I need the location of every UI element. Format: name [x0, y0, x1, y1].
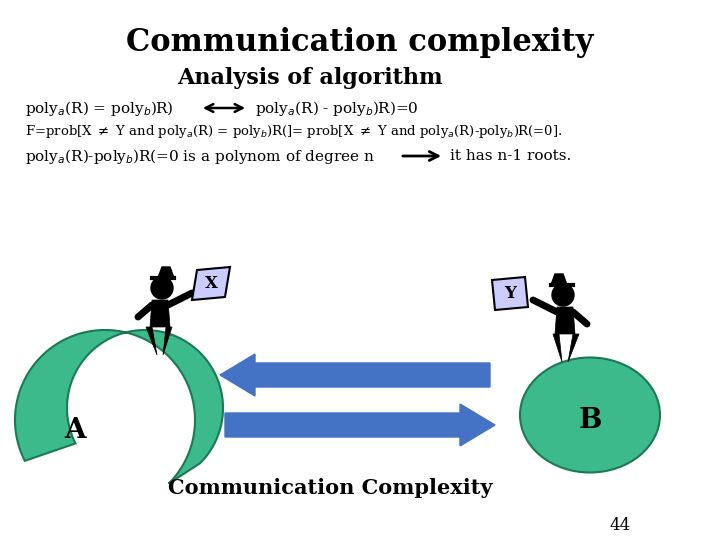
Polygon shape [553, 334, 562, 362]
Text: 44: 44 [609, 516, 631, 534]
Text: Communication complexity: Communication complexity [126, 26, 594, 57]
Text: poly$_a$(R) - poly$_b$)R)=0: poly$_a$(R) - poly$_b$)R)=0 [255, 98, 418, 118]
Polygon shape [146, 327, 157, 355]
Text: A: A [64, 416, 86, 443]
Polygon shape [492, 277, 528, 310]
Polygon shape [15, 330, 223, 484]
Polygon shape [163, 327, 172, 355]
Text: Y: Y [504, 286, 516, 302]
Circle shape [151, 277, 173, 299]
Text: F=prob[X $\neq$ Y and poly$_a$(R) = poly$_b$)R(]= prob[X $\neq$ Y and poly$_a$(R: F=prob[X $\neq$ Y and poly$_a$(R) = poly… [25, 124, 562, 140]
Text: it has n-1 roots.: it has n-1 roots. [450, 149, 571, 163]
Text: Communication Complexity: Communication Complexity [168, 478, 492, 498]
Polygon shape [192, 267, 230, 300]
FancyArrow shape [225, 404, 495, 446]
Polygon shape [551, 274, 567, 285]
Polygon shape [555, 307, 575, 334]
Circle shape [552, 284, 574, 306]
Polygon shape [150, 300, 170, 327]
Text: poly$_a$(R)-poly$_b$)R(=0 is a polynom of degree n: poly$_a$(R)-poly$_b$)R(=0 is a polynom o… [25, 146, 375, 165]
Text: B: B [578, 407, 602, 434]
FancyArrow shape [220, 354, 490, 396]
Text: Analysis of algorithm: Analysis of algorithm [177, 67, 443, 89]
Polygon shape [158, 267, 174, 278]
Polygon shape [568, 334, 579, 362]
Text: poly$_a$(R) = poly$_b$)R): poly$_a$(R) = poly$_b$)R) [25, 98, 174, 118]
Ellipse shape [520, 357, 660, 472]
Text: X: X [204, 275, 217, 293]
